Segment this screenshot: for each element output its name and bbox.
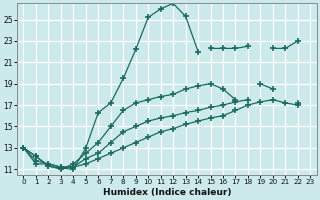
X-axis label: Humidex (Indice chaleur): Humidex (Indice chaleur) xyxy=(103,188,231,197)
